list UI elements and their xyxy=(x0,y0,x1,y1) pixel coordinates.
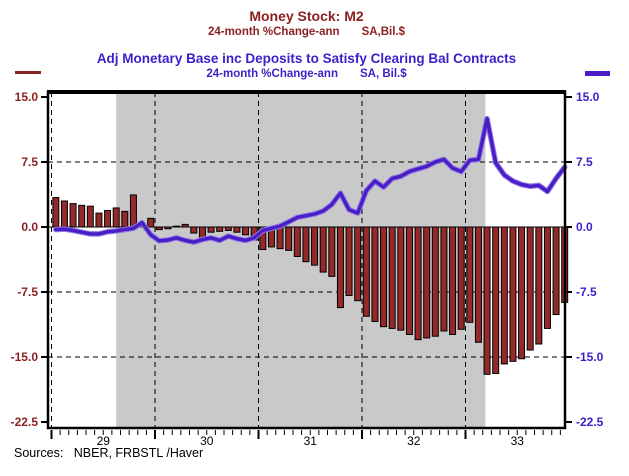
m2-bar xyxy=(414,226,422,341)
m2-subtitle: 24-month %Change-ann SA,Bil.$ xyxy=(0,26,613,38)
y-axis-ticks xyxy=(41,95,572,424)
right-axis-label: -22.5 xyxy=(576,415,604,429)
m2-bar xyxy=(509,226,517,362)
m2-bar xyxy=(190,226,198,234)
right-axis-label: -7.5 xyxy=(576,285,597,299)
m2-bar xyxy=(216,226,224,232)
m2-bar xyxy=(388,226,396,329)
left-axis-label: -15.0 xyxy=(11,350,39,364)
m2-bar xyxy=(233,226,241,233)
monetary-base-subtitle-measure: 24-month %Change-ann xyxy=(206,68,338,80)
m2-bar xyxy=(164,226,172,230)
m2-bar xyxy=(52,197,60,228)
m2-bar xyxy=(129,194,137,228)
m2-bar xyxy=(449,226,457,335)
m2-bar xyxy=(86,205,94,228)
m2-bar xyxy=(276,226,284,250)
right-axis-label: 7.5 xyxy=(576,155,593,169)
m2-bar xyxy=(311,226,319,266)
m2-bar xyxy=(535,226,543,345)
m2-subtitle-units: SA,Bil.$ xyxy=(361,26,406,38)
m2-title: Money Stock: M2 xyxy=(249,8,364,24)
m2-bar xyxy=(285,226,293,251)
m2-bar xyxy=(543,226,551,329)
left-axis-label: -22.5 xyxy=(11,415,39,429)
monetary-base-title: Adj Monetary Base inc Deposits to Satisf… xyxy=(96,51,517,66)
m2-bar xyxy=(552,226,560,316)
m2-bar xyxy=(457,226,465,330)
m2-bar xyxy=(242,226,250,236)
x-axis-year-label: 31 xyxy=(304,434,318,448)
m2-subtitle-measure: 24-month %Change-ann xyxy=(207,26,340,38)
m2-bar xyxy=(336,226,344,309)
m2-bar xyxy=(104,210,112,228)
y-axis-labels: 15.0 15.0 7.5 7.5 0.0 0.0 -7.5 -7.5 -15.0 -15.0 -2… xyxy=(11,90,604,429)
m2-bar xyxy=(371,226,379,322)
monetary-base-subtitle: 24-month %Change-ann SA, Bil.$ xyxy=(0,68,613,80)
left-axis-label: 0.0 xyxy=(21,220,38,234)
m2-bar xyxy=(328,226,336,277)
m2-series-key-line xyxy=(15,71,41,74)
m2-bar xyxy=(405,226,413,335)
x-axis-ticks xyxy=(50,430,561,439)
m2-bar xyxy=(423,226,431,339)
m2-bar xyxy=(173,225,181,228)
m2-bar xyxy=(112,207,120,228)
m2-bar xyxy=(155,226,163,231)
m2-bar xyxy=(466,226,474,323)
m2-bar xyxy=(526,226,534,351)
sources-note: Sources: NBER, FRBSTL /Haver xyxy=(14,446,204,460)
m2-bar xyxy=(492,226,500,374)
m2-bars xyxy=(52,194,569,375)
m2-bar xyxy=(397,226,405,331)
m2-bar xyxy=(293,226,301,257)
m2-bar xyxy=(302,226,310,263)
monetary-base-line xyxy=(54,116,567,244)
m2-bar xyxy=(181,223,189,228)
x-axis-year-label: 32 xyxy=(407,434,421,448)
monetary-base-series-key-line xyxy=(585,71,610,76)
m2-bar xyxy=(500,226,508,365)
gridlines xyxy=(48,92,565,428)
m2-bar xyxy=(518,226,526,360)
left-axis-label: 7.5 xyxy=(21,155,38,169)
left-axis-label: 15.0 xyxy=(15,90,39,104)
m2-bar xyxy=(121,210,129,228)
m2-bar xyxy=(69,203,77,228)
m2-bar xyxy=(362,226,370,317)
right-axis-label: 0.0 xyxy=(576,220,593,234)
m2-bar xyxy=(483,226,491,375)
x-axis-labels: 29 30 31 32 33 xyxy=(97,434,525,448)
m2-bar xyxy=(474,226,482,343)
m2-bar xyxy=(380,226,388,328)
m2-bar xyxy=(259,226,267,251)
right-axis-label: -15.0 xyxy=(576,350,604,364)
x-axis-year-label: 29 xyxy=(97,434,111,448)
m2-bar xyxy=(354,226,362,302)
right-axis-label: 15.0 xyxy=(576,90,600,104)
m2-bar xyxy=(60,200,68,228)
m2-bar xyxy=(431,226,439,337)
m2-bar xyxy=(224,226,232,231)
m2-bar xyxy=(147,217,155,228)
chart-header: Money Stock: M2 24-month %Change-ann SA,B… xyxy=(0,0,613,80)
x-axis-year-label: 33 xyxy=(511,434,525,448)
m2-bar xyxy=(207,226,215,233)
monetary-base-subtitle-units: SA, Bil.$ xyxy=(359,68,407,80)
x-axis-year-label: 30 xyxy=(200,434,214,448)
m2-bar xyxy=(95,212,103,228)
m2-bar xyxy=(319,226,327,273)
left-axis-label: -7.5 xyxy=(17,285,38,299)
m2-bar xyxy=(345,226,353,296)
m2-bar xyxy=(78,204,86,228)
m2-bar xyxy=(440,226,448,332)
